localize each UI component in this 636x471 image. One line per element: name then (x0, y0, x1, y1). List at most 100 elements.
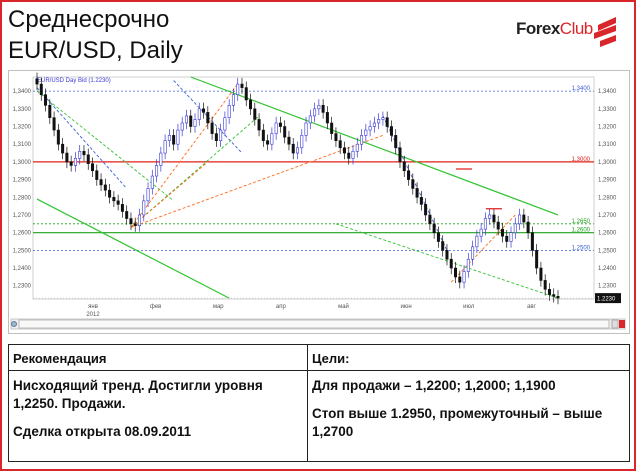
y-tick-label-left: 1,3300 (13, 107, 32, 113)
candle-body (133, 223, 137, 226)
candle-body (61, 143, 65, 154)
candle-body (547, 288, 551, 295)
fib-line-orange (450, 214, 516, 283)
candle-body (150, 175, 154, 189)
candle-body (137, 214, 141, 226)
candle-body (407, 170, 411, 180)
candle-body (419, 196, 423, 205)
candle-body (479, 228, 483, 237)
level-label: 1,2500 (572, 245, 591, 251)
candle-body (389, 126, 393, 136)
candle-body (73, 158, 77, 166)
candle-body (52, 117, 56, 131)
chart-scrollbar-thumb (18, 319, 610, 329)
y-tick-label-right: 1,2400 (598, 266, 617, 272)
candle-body (214, 133, 218, 141)
x-month-label: июл (463, 304, 475, 310)
recommendation-table: Рекомендация Цели: Нисходящий тренд. Дос… (8, 344, 630, 462)
y-tick-label-left: 1,2900 (13, 178, 32, 184)
x-month-label: июн (401, 304, 412, 310)
candle-body (48, 105, 52, 118)
candle-body (163, 140, 167, 154)
candle-body (364, 129, 368, 136)
candle-body (526, 221, 530, 233)
y-tick-label-right: 1,3300 (598, 107, 617, 113)
level-label: 1,3400 (572, 86, 591, 92)
candle-body (552, 294, 556, 297)
trend-line-blue (36, 87, 128, 189)
candle-body (65, 152, 69, 163)
y-tick-label-left: 1,2800 (13, 195, 32, 201)
candle-body (172, 135, 176, 145)
candle-body (202, 108, 206, 113)
candle-body (394, 135, 398, 149)
sell-targets-text: Для продажи – 1,2200; 1,2000; 1,1900 (312, 378, 556, 393)
candle-body (227, 105, 231, 118)
x-month-label: фев (150, 304, 161, 310)
y-tick-label-right: 1,2800 (598, 195, 617, 201)
candle-body (244, 87, 248, 101)
current-price-box (595, 293, 621, 304)
y-tick-label-right: 1,2700 (598, 213, 617, 219)
targets-cell: Для продажи – 1,2200; 1,2000; 1,1900 Сто… (308, 371, 629, 461)
candle-body (180, 122, 184, 131)
candle-body (155, 165, 159, 177)
candle-body (355, 143, 359, 152)
candle-body (535, 250, 539, 269)
candle-body (518, 214, 522, 225)
candle-body (78, 150, 82, 159)
scroll-end-icon (619, 320, 625, 328)
recommendation-header: Рекомендация (9, 345, 308, 371)
price-chart[interactable]: EUR/USD Day Bid (1.2230) 1,3400 1,3400 1,33… (8, 70, 630, 334)
candle-body (240, 83, 244, 88)
candle-body (360, 135, 364, 145)
candle-body (129, 218, 133, 225)
candle-body (513, 223, 517, 233)
y-tick-label-left: 1,2400 (13, 266, 32, 272)
candle-body (184, 115, 188, 124)
candle-body (257, 119, 261, 131)
trend-line-blue (173, 80, 243, 154)
candle-body (347, 152, 351, 159)
candle-body (466, 258, 470, 272)
slide-title: Среднесрочно (8, 6, 170, 33)
candle-body (492, 214, 496, 223)
candle-body (449, 258, 453, 269)
candle-body (325, 112, 329, 124)
candle-body (223, 117, 227, 131)
candle-body (300, 135, 304, 149)
candle-body (167, 135, 171, 141)
candle-body (411, 179, 415, 189)
candle-body (471, 246, 475, 260)
candle-body (231, 94, 235, 106)
candle-body (283, 126, 287, 138)
candle-body (278, 122, 282, 127)
candle-body (372, 122, 376, 127)
candle-body (125, 211, 129, 219)
candle-body (270, 133, 274, 145)
candle-body (35, 78, 39, 85)
candle-body (458, 276, 462, 283)
x-month-label: апр (276, 304, 287, 310)
candle-body (274, 122, 278, 134)
candle-body (338, 140, 342, 149)
candle-body (295, 147, 299, 154)
candle-body (436, 232, 440, 242)
recommendation-text: Нисходящий тренд. Достигли уровня 1,2250… (13, 378, 263, 411)
candle-body (441, 241, 445, 251)
candle-body (432, 223, 436, 233)
candle-body (287, 136, 291, 145)
trend-line-green (130, 115, 260, 228)
candle-body (368, 126, 372, 131)
candle-body (112, 196, 116, 202)
candle-body (308, 115, 312, 124)
slide-subtitle: EUR/USD, Daily (8, 37, 183, 64)
candle-body (69, 161, 73, 166)
candle-body (402, 161, 406, 172)
candle-body (176, 129, 180, 145)
candle-body (488, 214, 492, 219)
y-tick-label-left: 1,2500 (13, 248, 32, 254)
candle-body (530, 232, 534, 251)
candle-body (108, 189, 112, 198)
candle-body (381, 117, 385, 120)
